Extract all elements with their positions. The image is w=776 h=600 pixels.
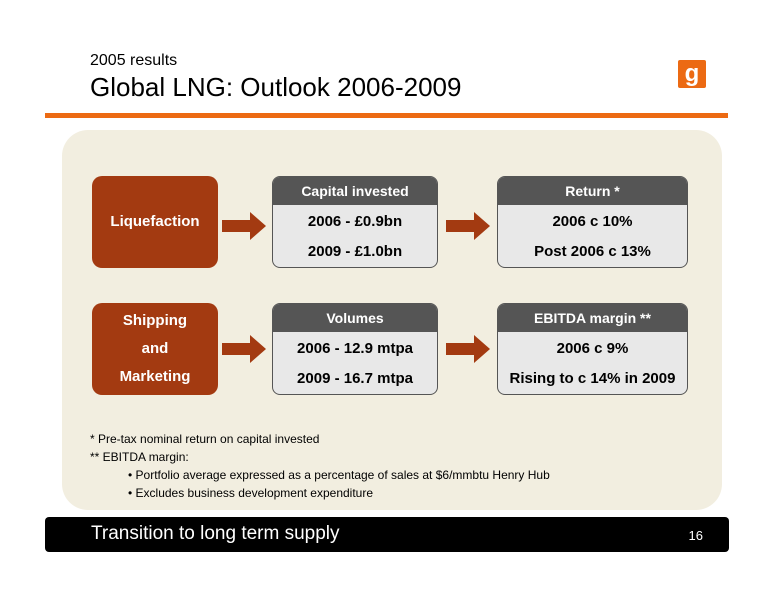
slide-title: Global LNG: Outlook 2006-2009	[90, 72, 462, 102]
card-title: Capital invested	[273, 177, 437, 205]
card-ebitda-margin: EBITDA margin ** 2006 c 9% Rising to c 1…	[497, 303, 688, 395]
category-shipping-marketing: Shipping and Marketing	[92, 303, 218, 395]
card-title: EBITDA margin **	[498, 304, 687, 332]
page-number: 16	[688, 528, 703, 543]
slide-subtitle: 2005 results	[90, 52, 178, 69]
arrow-right-icon	[222, 212, 266, 240]
category-label: Marketing	[119, 368, 191, 385]
arrow-right-icon	[446, 335, 490, 363]
card-line: 2006 c 10%	[552, 213, 633, 230]
footer-bar: Transition to long term supply 16	[45, 517, 729, 552]
card-return: Return * 2006 c 10% Post 2006 c 13%	[497, 176, 688, 268]
card-line: Post 2006 c 13%	[534, 243, 651, 260]
company-logo: g	[678, 60, 706, 88]
card-line: 2006 c 9%	[556, 340, 629, 357]
card-line: 2009 - £1.0bn	[307, 243, 403, 260]
card-capital-invested: Capital invested 2006 - £0.9bn 2009 - £1…	[272, 176, 438, 268]
header-rule	[45, 113, 728, 118]
category-label: Shipping	[122, 312, 188, 329]
card-line: Rising to c 14% in 2009	[509, 370, 676, 387]
card-line: 2009 - 16.7 mtpa	[297, 370, 413, 387]
category-label: and	[141, 340, 169, 357]
category-liquefaction: Liquefaction	[92, 176, 218, 268]
footnotes: * Pre-tax nominal return on capital inve…	[90, 430, 550, 502]
footnote-return: * Pre-tax nominal return on capital inve…	[90, 432, 320, 446]
arrow-right-icon	[446, 212, 490, 240]
card-title: Return *	[498, 177, 687, 205]
category-label: Liquefaction	[110, 213, 200, 230]
footnote-bullet: • Excludes business development expendit…	[128, 486, 374, 500]
card-title: Volumes	[273, 304, 437, 332]
card-line: 2006 - £0.9bn	[307, 213, 403, 230]
footnote-ebitda: ** EBITDA margin:	[90, 450, 189, 464]
footnote-bullet: • Portfolio average expressed as a perce…	[128, 468, 550, 482]
footer-text: Transition to long term supply	[91, 523, 340, 544]
arrow-right-icon	[222, 335, 266, 363]
card-line: 2006 - 12.9 mtpa	[297, 340, 413, 357]
card-volumes: Volumes 2006 - 12.9 mtpa 2009 - 16.7 mtp…	[272, 303, 438, 395]
